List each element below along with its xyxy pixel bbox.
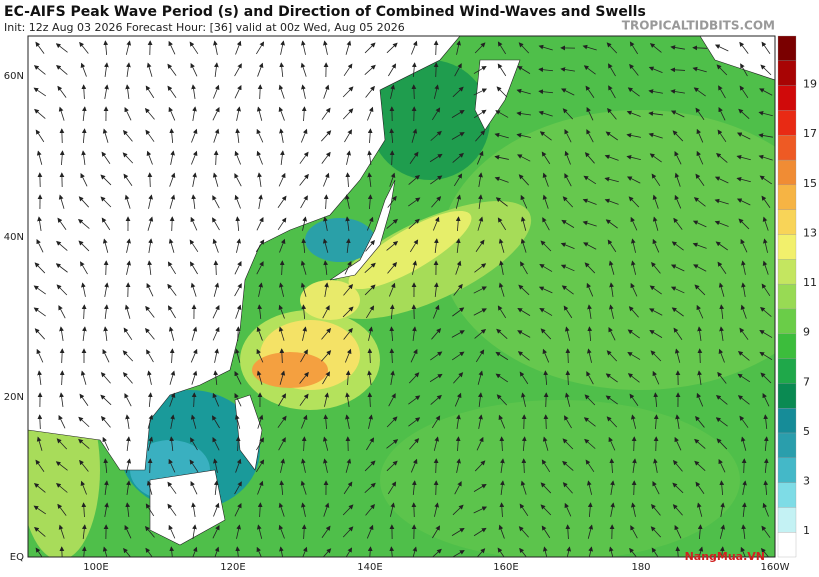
colorbar-segment	[778, 483, 796, 508]
colorbar-segment	[778, 234, 796, 259]
lon-label: 120E	[220, 562, 245, 573]
wave-arrow	[700, 349, 701, 363]
colorbar-label: 15	[803, 177, 817, 190]
site-name: TROPICALTIDBITS.COM	[622, 19, 775, 33]
colorbar-segment	[778, 36, 796, 61]
subtitle: Init: 12z Aug 03 2026 Forecast Hour: [36…	[4, 21, 405, 34]
colorbar-segment	[778, 359, 796, 384]
wave-arrow	[150, 459, 151, 473]
lon-label: 100E	[83, 562, 108, 573]
lat-label: EQ	[10, 552, 24, 563]
colorbar-segment	[778, 86, 796, 111]
colorbar-label: 9	[803, 326, 810, 339]
colorbar-segment	[778, 61, 796, 86]
wave-arrow	[414, 503, 415, 517]
colorbar-segment	[778, 507, 796, 532]
lon-label: 160E	[493, 562, 518, 573]
map-area	[20, 36, 819, 561]
colorbar-segment	[778, 383, 796, 408]
colorbar-label: 19	[803, 78, 817, 91]
colorbar-label: 13	[803, 226, 817, 239]
wave-arrow	[546, 393, 547, 407]
wave-arrow	[436, 63, 437, 77]
colorbar-label: 3	[803, 475, 810, 488]
watermark: NangMua.VN	[685, 550, 765, 563]
colorbar-label: 11	[803, 276, 817, 289]
wave-arrow	[150, 173, 151, 187]
colorbar-segment	[778, 210, 796, 235]
lat-label: 60N	[4, 71, 24, 82]
wave-arrow	[172, 217, 173, 231]
colorbar-segment	[778, 532, 796, 557]
wave-arrow	[436, 459, 437, 473]
colorbar-segment	[778, 160, 796, 185]
colorbar-label: 17	[803, 127, 817, 140]
colorbar-label: 7	[803, 375, 810, 388]
colorbar-segment	[778, 185, 796, 210]
lon-label: 160W	[761, 562, 790, 573]
colorbar-segment	[778, 309, 796, 334]
wave-arrow	[634, 481, 635, 495]
colorbar-segment	[778, 408, 796, 433]
colorbar-segment	[778, 284, 796, 309]
colorbar-segment	[778, 458, 796, 483]
lat-label: 40N	[4, 232, 24, 243]
colorbar-segment	[778, 135, 796, 160]
lon-label: 180	[631, 562, 650, 573]
colorbar-label: 1	[803, 524, 810, 537]
wave-arrow	[436, 41, 437, 55]
colorbar-segment	[778, 110, 796, 135]
colorbar-segment	[778, 259, 796, 284]
title: EC-AIFS Peak Wave Period (s) and Directi…	[4, 4, 646, 20]
lat-label: 20N	[4, 392, 24, 403]
colorbar-segment	[778, 334, 796, 359]
wave-arrow	[546, 415, 547, 429]
colorbar-label: 5	[803, 425, 810, 438]
colorbar-segment	[778, 433, 796, 458]
lon-label: 140E	[357, 562, 382, 573]
